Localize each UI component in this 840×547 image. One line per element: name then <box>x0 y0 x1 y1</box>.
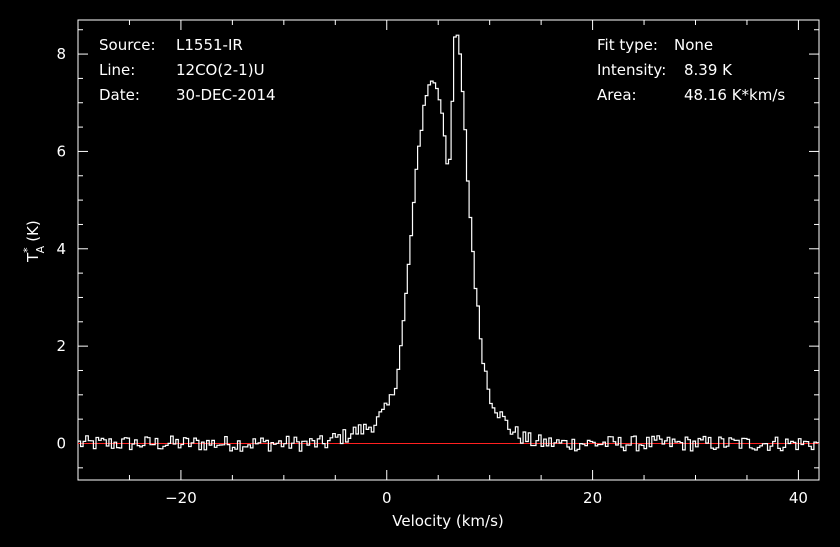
info-date-key: Date: <box>99 86 140 104</box>
info-area-key: Area: <box>597 86 637 104</box>
info-intensity-key: Intensity: <box>597 61 666 79</box>
x-tick-label: 0 <box>382 489 392 507</box>
x-tick-label: 40 <box>789 489 808 507</box>
info-line-value: 12CO(2-1)U <box>176 61 265 79</box>
info-line-key: Line: <box>99 61 135 79</box>
y-axis-label-unit: (K) <box>24 220 42 242</box>
info-area-value: 48.16 K*km/s <box>684 86 785 104</box>
info-fit-type-key: Fit type: <box>597 36 658 54</box>
x-tick-label: 20 <box>583 489 602 507</box>
info-fit-type-value: None <box>674 36 713 54</box>
info-intensity-value: 8.39 K <box>684 61 733 79</box>
y-tick-label: 8 <box>56 45 66 63</box>
y-tick-label: 0 <box>56 434 66 452</box>
y-tick-label: 2 <box>56 337 66 355</box>
plot-frame <box>77 19 820 481</box>
y-axis-label-subscript: A <box>34 245 47 253</box>
y-tick-label: 4 <box>56 240 66 258</box>
y-axis-label: T*A (K) <box>21 220 47 263</box>
info-source-value: L1551-IR <box>176 36 243 54</box>
x-tick-label: −20 <box>165 489 197 507</box>
y-axis-label-base: T <box>24 252 42 263</box>
svg-text:T*A(K): T*A (K) <box>21 220 47 263</box>
info-source-key: Source: <box>99 36 156 54</box>
y-axis-label-superscript: * <box>21 247 34 253</box>
info-date-value: 30-DEC-2014 <box>176 86 276 104</box>
x-axis-label: Velocity (km/s) <box>392 512 503 530</box>
axis-tick-labels: −20 0 20 40 0 2 4 6 8 <box>56 45 808 507</box>
spectrum-line <box>78 34 819 452</box>
y-tick-label: 6 <box>56 142 66 160</box>
axis-ticks <box>77 20 819 480</box>
